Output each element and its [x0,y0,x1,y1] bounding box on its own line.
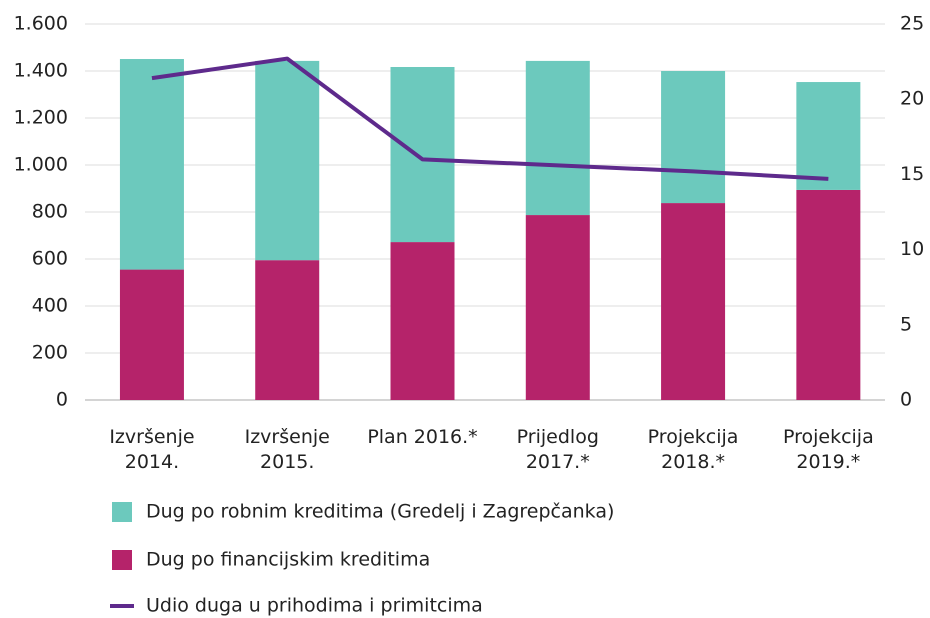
y-tick-label: 400 [32,295,68,317]
bar [661,71,726,204]
x-tick-label: Prijedlog 2017.* [516,426,599,473]
y2-tick-label: 20 [900,88,924,110]
x-tick-label: Projekcija 2019.* [782,426,874,473]
y2-tick-label: 25 [900,13,924,35]
y-tick-label: 1.400 [14,60,68,82]
bar [525,60,590,216]
y-tick-label: 1.000 [14,154,68,176]
y2-tick-label: 0 [900,389,912,411]
legend-swatch [112,550,132,570]
x-tick-label: Plan 2016.* [367,426,478,448]
bar [390,67,455,243]
bar [119,269,184,400]
legend-swatch [112,502,132,522]
x-tick-label: Projekcija 2018.* [647,426,739,473]
y-tick-label: 0 [56,389,68,411]
bar [390,242,455,400]
x-tick-label: Izvršenje 2014. [109,426,195,473]
y2-tick-label: 15 [900,163,924,185]
legend-label: Dug po financijskim kreditima [146,549,430,571]
y2-tick-label: 5 [900,313,912,335]
bar [796,189,861,400]
legend-label: Udio duga u prihodima i primitcima [146,595,483,617]
y-tick-label: 1.600 [14,13,68,35]
y-tick-label: 800 [32,201,68,223]
bar [119,59,184,270]
y2-tick-label: 10 [900,238,924,260]
x-tick-label: Izvršenje 2015. [244,426,330,473]
bar [525,215,590,400]
y-tick-label: 1.200 [14,107,68,129]
bar [661,203,726,400]
y-tick-label: 600 [32,248,68,270]
bar [255,260,320,400]
y-tick-label: 200 [32,342,68,364]
bar [796,82,861,190]
line-series [151,56,829,181]
bar [255,60,320,261]
legend-label: Dug po robnim kreditima (Gredelj i Zagre… [146,501,614,523]
